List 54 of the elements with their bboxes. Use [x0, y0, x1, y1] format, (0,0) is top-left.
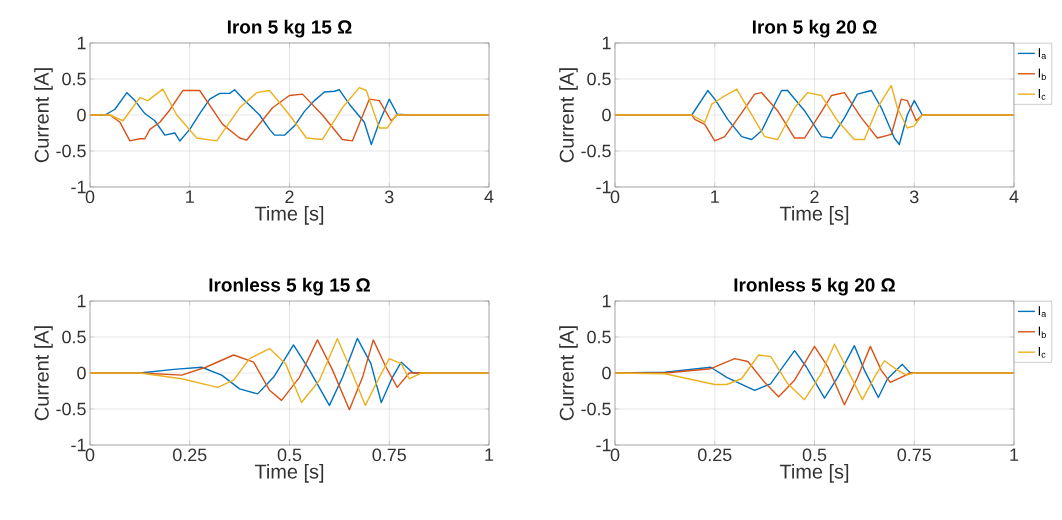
x-tick-label: 1 — [711, 190, 719, 203]
x-tick-label: 3 — [909, 190, 919, 204]
y-tick-label: 0.5 — [62, 72, 86, 86]
chart-title: Ironless 5 kg 15 Ω — [209, 277, 370, 296]
legend-label: I$_{c}$ — [1038, 88, 1046, 100]
chart-title: Iron 5 kg 15 Ω — [227, 19, 352, 38]
x-tick-label: 1 — [1010, 448, 1019, 461]
legend-label: I$_{a}$ — [1038, 306, 1047, 317]
x-tick-label: 3 — [384, 190, 394, 204]
y-axis-title: Current [A] — [559, 68, 578, 163]
x-tick-label: 1 — [186, 190, 194, 203]
y-tick-label: -0.5 — [56, 402, 86, 416]
x-tick-label: 0.75 — [372, 448, 406, 462]
y-tick-label: 0 — [602, 366, 611, 380]
y-tick-label: -1 — [71, 438, 86, 452]
y-tick-label: -1 — [596, 180, 611, 194]
x-axis-title: Time [s] — [779, 464, 849, 483]
legend-label: I$_{c}$ — [1038, 346, 1046, 358]
legend-label: I$_{b}$ — [1038, 68, 1046, 81]
y-tick-label: 0 — [602, 108, 611, 122]
x-tick-label: 0.5 — [277, 448, 302, 462]
x-tick-label: 0.75 — [897, 448, 931, 462]
x-tick-label: 4 — [1009, 190, 1019, 203]
y-tick-label: 0.5 — [62, 330, 86, 344]
y-tick-label: 0.5 — [587, 72, 611, 86]
chart-title: Iron 5 kg 20 Ω — [752, 19, 877, 38]
y-tick-label: 1 — [77, 36, 86, 50]
y-tick-label: 0.5 — [587, 330, 611, 344]
x-tick-label: 0.25 — [698, 448, 732, 462]
chart-title: Ironless 5 kg 20 Ω — [734, 277, 895, 296]
legend-label: I$_{b}$ — [1038, 326, 1046, 339]
x-axis-title: Time [s] — [254, 464, 324, 483]
x-tick-label: 1 — [485, 448, 494, 461]
y-tick-label: -1 — [71, 180, 86, 194]
x-axis-title: Time [s] — [254, 206, 324, 225]
y-tick-label: 0 — [77, 108, 86, 122]
x-tick-label: 2 — [810, 190, 819, 204]
y-tick-label: -1 — [596, 438, 611, 452]
y-tick-label: 1 — [77, 294, 86, 308]
y-axis-title: Current [A] — [559, 326, 578, 421]
y-tick-label: 1 — [602, 36, 611, 50]
x-tick-label: 4 — [484, 190, 494, 203]
y-axis-title: Current [A] — [34, 68, 53, 163]
y-tick-label: -0.5 — [581, 144, 611, 158]
x-axis-title: Time [s] — [779, 206, 849, 225]
x-tick-label: 0.5 — [802, 448, 827, 462]
x-tick-label: 2 — [285, 190, 294, 204]
y-tick-label: -0.5 — [581, 402, 611, 416]
y-axis-title: Current [A] — [34, 326, 53, 421]
legend-label: I$_{a}$ — [1038, 48, 1047, 59]
x-tick-label: 0.25 — [173, 448, 207, 462]
y-tick-label: 1 — [602, 294, 611, 308]
y-tick-label: 0 — [77, 366, 86, 380]
y-tick-label: -0.5 — [56, 144, 86, 158]
